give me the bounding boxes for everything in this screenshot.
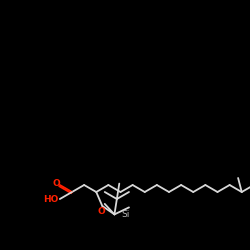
Text: Si: Si (122, 210, 130, 219)
Text: O: O (52, 178, 60, 188)
Text: HO: HO (43, 195, 59, 204)
Text: O: O (98, 206, 105, 216)
